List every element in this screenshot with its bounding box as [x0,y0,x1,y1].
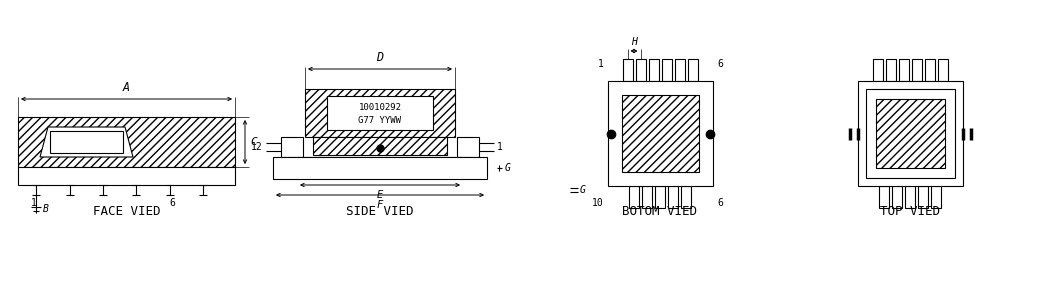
Bar [858,81,962,186]
Text: F: F [377,200,383,210]
Bar [649,59,658,81]
Bar [931,186,941,208]
Bar [281,137,303,157]
Bar [297,157,463,167]
Bar [918,186,928,208]
Text: 10010292: 10010292 [358,103,402,112]
Text: 1: 1 [598,59,604,69]
Text: TOP VIED: TOP VIED [880,205,940,218]
Text: 10: 10 [593,198,604,208]
Bar [326,96,432,130]
Bar [655,186,665,208]
Text: C: C [250,137,257,147]
Polygon shape [40,127,132,157]
Text: 6: 6 [169,198,175,208]
Bar [876,99,946,168]
Bar [879,186,889,208]
Bar [636,59,646,81]
Text: 6: 6 [717,59,723,69]
Bar [18,117,235,167]
Text: BOTOM VIED: BOTOM VIED [622,205,697,218]
Text: 6: 6 [717,198,723,208]
Bar [18,167,235,185]
Text: 12: 12 [251,142,263,152]
Bar [622,59,633,81]
Bar [273,157,487,179]
Text: G: G [505,163,511,173]
Bar [661,59,671,81]
Bar [668,186,678,208]
Bar [50,131,123,153]
Text: FACE VIED: FACE VIED [93,205,160,218]
Bar [608,81,713,186]
Bar [885,59,896,81]
Bar [622,95,699,172]
Bar [313,137,447,155]
Bar [681,186,691,208]
Bar [905,186,915,208]
Bar [688,59,697,81]
Bar [674,59,685,81]
Bar [912,59,921,81]
Text: E: E [377,190,383,200]
Bar [893,186,902,208]
Bar [937,59,948,81]
Text: G77 YYWW: G77 YYWW [358,116,402,125]
Bar [866,89,955,178]
Text: B: B [43,204,49,214]
Text: 1: 1 [497,142,502,152]
Text: D: D [376,51,384,64]
Text: SIDE VIED: SIDE VIED [347,205,413,218]
Bar [642,186,652,208]
Bar [872,59,883,81]
Text: A: A [123,81,130,94]
Bar [305,89,455,137]
Bar [457,137,479,157]
Text: 1: 1 [31,198,37,208]
Bar [899,59,908,81]
Text: G: G [580,185,586,195]
Text: H: H [631,37,637,47]
Bar [629,186,639,208]
Bar [924,59,935,81]
